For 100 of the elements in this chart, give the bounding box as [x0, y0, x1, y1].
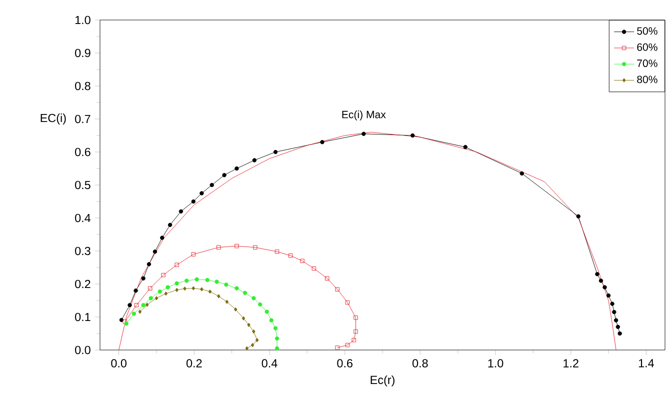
- point: [463, 144, 468, 150]
- point: [325, 276, 330, 280]
- x-tick-label: 0.0: [111, 359, 127, 368]
- legend-label: 60%: [637, 43, 658, 51]
- point: [166, 285, 170, 290]
- point: [225, 300, 229, 304]
- point: [335, 346, 340, 350]
- point: [175, 288, 178, 292]
- y-tick-label: 0.8: [75, 82, 90, 90]
- legend-label: 80%: [637, 76, 658, 84]
- point: [128, 303, 132, 308]
- point: [194, 277, 199, 282]
- point: [145, 302, 149, 307]
- point: [242, 290, 248, 296]
- point: [252, 296, 256, 300]
- point: [216, 245, 221, 250]
- point: [320, 140, 324, 144]
- point: [354, 316, 358, 320]
- point: [614, 318, 618, 322]
- x-tick-label: 0.4: [262, 359, 278, 368]
- point: [255, 338, 259, 342]
- point: [148, 286, 152, 290]
- y-tick-label: 0.4: [75, 214, 91, 222]
- x-tick-label: 1.0: [488, 359, 504, 368]
- point: [168, 222, 172, 228]
- point: [616, 324, 620, 330]
- point: [273, 326, 278, 330]
- y-tick-label: 1.0: [75, 16, 90, 24]
- y-tick-label: 0.1: [75, 312, 90, 322]
- y-axis-title: EC(i): [40, 114, 66, 124]
- point: [252, 329, 256, 334]
- y-tick-label: 0.3: [75, 246, 90, 256]
- point: [335, 287, 340, 292]
- point: [132, 312, 136, 316]
- point: [192, 286, 196, 290]
- x-tick-label: 0.6: [337, 359, 352, 368]
- point: [576, 214, 580, 218]
- point: [410, 133, 415, 138]
- point: [184, 278, 189, 283]
- point: [134, 303, 139, 308]
- point: [606, 293, 611, 298]
- point: [158, 289, 162, 294]
- point: [520, 171, 524, 176]
- legend-label: 70%: [637, 60, 658, 68]
- y-tick-label: 0.2: [75, 280, 90, 288]
- point: [234, 286, 239, 290]
- point: [154, 296, 158, 300]
- point: [264, 310, 269, 314]
- point: [234, 166, 239, 171]
- point: [234, 244, 239, 248]
- point: [141, 276, 146, 280]
- point: [210, 182, 214, 188]
- point: [312, 266, 316, 271]
- point: [160, 236, 164, 240]
- point: [602, 285, 607, 290]
- point: [205, 278, 210, 282]
- point: [200, 191, 204, 196]
- point: [141, 303, 146, 308]
- point: [174, 262, 179, 267]
- x-tick-label: 0.2: [186, 359, 202, 368]
- point: [134, 288, 138, 293]
- point: [242, 316, 246, 320]
- point: [224, 282, 228, 287]
- point: [252, 158, 257, 162]
- point: [250, 342, 254, 348]
- point: [152, 250, 158, 254]
- point: [217, 294, 220, 298]
- x-axis-title: Ec(r): [370, 375, 394, 386]
- x-tick-label: 0.8: [412, 359, 428, 368]
- point: [253, 245, 258, 250]
- point: [247, 322, 250, 328]
- point: [345, 300, 350, 305]
- point: [274, 346, 280, 350]
- point: [269, 318, 274, 322]
- y-tick-label: 0.7: [75, 114, 90, 124]
- point: [245, 346, 249, 350]
- x-tick-label: 1.4: [638, 359, 654, 368]
- y-tick-label: 0.6: [75, 148, 90, 156]
- y-tick-label: 0.9: [75, 48, 90, 58]
- point: [352, 338, 356, 342]
- point: [595, 272, 600, 276]
- point: [164, 291, 168, 296]
- x-tick-label: 1.2: [564, 359, 578, 368]
- point: [288, 254, 293, 258]
- point: [222, 172, 226, 178]
- point: [178, 209, 184, 214]
- point: [274, 336, 280, 341]
- point: [200, 287, 204, 292]
- point: [300, 258, 304, 264]
- point: [146, 262, 152, 266]
- point: [610, 302, 614, 306]
- point: [174, 281, 179, 286]
- point: [183, 286, 186, 291]
- point: [138, 310, 142, 314]
- point: [598, 278, 604, 283]
- point: [618, 331, 622, 336]
- legend-label: 50%: [637, 27, 658, 35]
- point: [148, 296, 153, 300]
- point: [234, 307, 238, 312]
- point: [273, 150, 278, 154]
